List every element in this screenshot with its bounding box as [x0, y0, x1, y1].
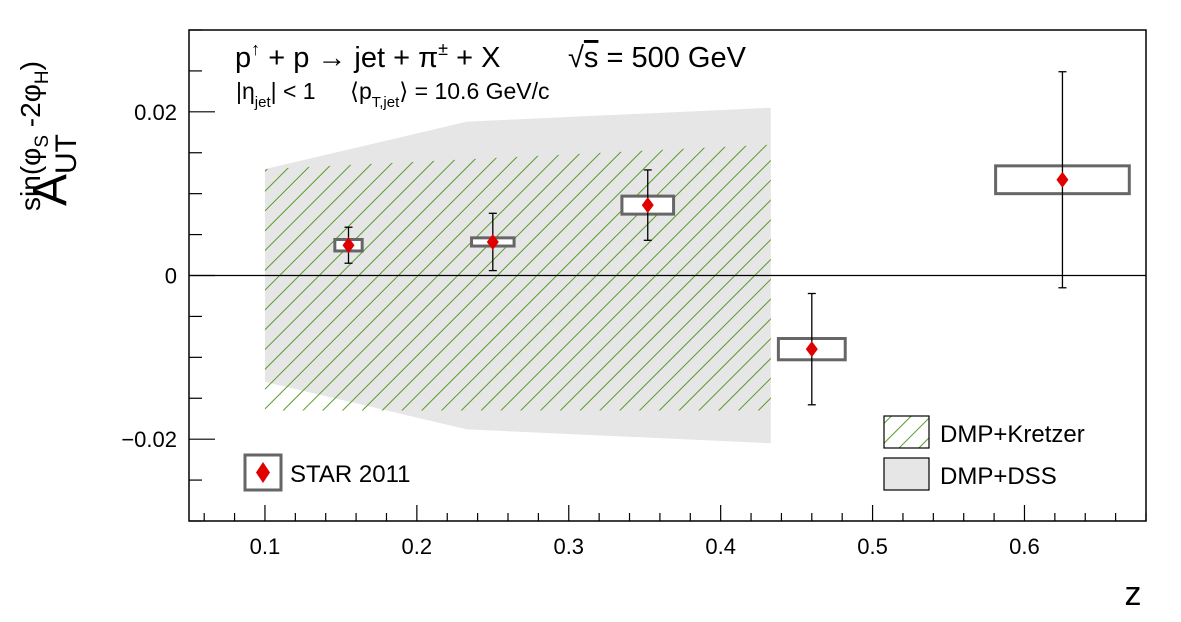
data-point: [776, 292, 847, 406]
data-point: [470, 212, 516, 272]
svg-text:√s = 500 GeV: √s = 500 GeV: [568, 42, 747, 74]
x-tick-label: 0.3: [553, 534, 584, 559]
y-axis-label: AUT sin(φS -2φH): [15, 61, 83, 211]
marker: [1056, 171, 1069, 188]
y-tick-label: −0.02: [121, 427, 177, 452]
legend-dss-label: DMP+DSS: [940, 463, 1057, 490]
x-tick-label: 0.6: [1009, 534, 1040, 559]
svg-text:|ηjet| < 1: |ηjet| < 1: [236, 78, 316, 111]
legend-star: STAR 2011: [243, 453, 411, 492]
data-point: [333, 226, 364, 264]
data-points: [333, 71, 1131, 406]
x-axis-ticks: 0.1 0.2 0.3 0.4 0.5 0.6: [203, 505, 1147, 559]
svg-text:⟨pT,jet⟩ = 10.6 GeV/c: ⟨pT,jet⟩ = 10.6 GeV/c: [350, 78, 550, 111]
band-dmp-kretzer: [264, 144, 771, 411]
kinematics-annotation: |ηjet| < 1 ⟨pT,jet⟩ = 10.6 GeV/c: [236, 78, 550, 111]
marker: [805, 341, 818, 358]
y-axis-ticks: −0.02 0 0.02: [121, 29, 215, 522]
x-tick-label: 0.2: [402, 534, 433, 559]
x-tick-label: 0.5: [857, 534, 888, 559]
legend-kretzer-label: DMP+Kretzer: [940, 421, 1085, 448]
x-tick-label: 0.1: [250, 534, 281, 559]
marker: [641, 197, 654, 214]
marker: [342, 237, 355, 254]
x-tick-label: 0.4: [705, 534, 736, 559]
data-point: [994, 71, 1131, 289]
legend-models: DMP+Kretzer DMP+DSS: [883, 415, 1085, 491]
data-point: [620, 169, 676, 241]
svg-text:p↑ + p → jet + π± + X: p↑ + p → jet + π± + X: [235, 39, 500, 74]
reaction-annotation: p↑ + p → jet + π± + X √s = 500 GeV: [235, 39, 747, 74]
marker: [486, 233, 499, 250]
x-axis-label: z: [1125, 575, 1142, 613]
legend-star-label: STAR 2011: [290, 461, 411, 488]
y-tick-label: 0: [165, 264, 177, 289]
y-tick-label: 0.02: [134, 100, 177, 125]
